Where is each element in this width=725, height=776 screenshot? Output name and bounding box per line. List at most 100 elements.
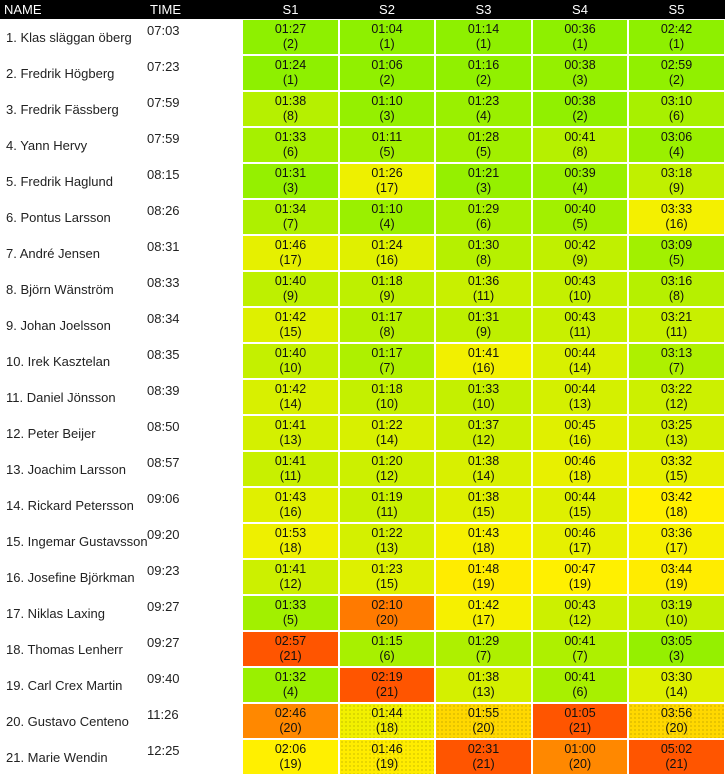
stage-rank: (14) (279, 397, 302, 411)
stage-time: 01:41 (274, 418, 307, 432)
stage-cell-s1: 01:33 (5) (242, 595, 339, 631)
stage-time: 03:16 (660, 274, 693, 288)
stage-cell-s2: 01:24 (16) (339, 235, 435, 271)
stage-cell-s4: 00:43 (10) (532, 271, 628, 307)
driver-name: 14. Rickard Petersson (6, 497, 134, 513)
stage-cell-s5: 03:36 (17) (628, 523, 725, 559)
stage-cell-s4: 01:00 (20) (532, 739, 628, 775)
stage-time: 01:04 (371, 22, 403, 36)
stage-time: 03:30 (660, 670, 693, 684)
stage-rank: (21) (472, 757, 495, 771)
driver-name: 7. André Jensen (6, 245, 100, 261)
stage-time: 01:43 (274, 490, 307, 504)
column-header-s4[interactable]: S4 (532, 0, 628, 19)
total-time: 07:03 (147, 23, 180, 38)
total-time: 08:34 (147, 311, 180, 326)
stage-time: 02:31 (467, 742, 500, 756)
stage-time: 01:48 (467, 562, 500, 576)
table-row: 1. Klas släggan öberg 07:03 01:27 (2) 01:04(… (0, 19, 725, 55)
stage-time: 01:44 (371, 706, 403, 720)
stage-cell-s1: 01:32 (4) (242, 667, 339, 703)
stage-time: 01:55 (467, 706, 500, 720)
stage-cell-s3: 01:28 (5) (435, 127, 532, 163)
stage-rank: (13) (665, 433, 688, 447)
stage-time: 01:37 (467, 418, 500, 432)
total-time: 07:23 (147, 59, 180, 74)
stage-cell-s3: 01:41 (16) (435, 343, 532, 379)
stage-time: 01:22 (371, 526, 403, 540)
stage-rank: (11) (665, 325, 688, 339)
driver-name: 18. Thomas Lenherr (6, 641, 123, 657)
table-row: 5. Fredrik Haglund 08:15 01:31 (3) 01:26 (17)… (0, 163, 725, 199)
stage-time: 01:17 (371, 310, 403, 324)
stage-rank: (21) (568, 721, 592, 735)
stage-cell-s2: 01:11 (5) (339, 127, 435, 163)
stage-rank: (7) (379, 361, 395, 375)
stage-rank: (11) (569, 325, 591, 339)
stage-cell-s5: 03:44 (19) (628, 559, 725, 595)
stage-cell-s1: 01:42 (15) (242, 307, 339, 343)
stage-rank: (7) (668, 361, 685, 375)
stage-cell-s3: 01:48 (19) (435, 559, 532, 595)
stage-rank: (3) (572, 73, 588, 87)
stage-rank: (14) (665, 685, 688, 699)
stage-time: 03:05 (660, 634, 693, 648)
stage-time: 01:00 (564, 742, 596, 756)
column-header-s2[interactable]: S2 (339, 0, 435, 19)
stage-time: 00:44 (564, 382, 596, 396)
stage-rank: (19) (472, 577, 495, 591)
stage-cell-s2: 01:44 (18) (339, 703, 435, 739)
stage-time: 01:26 (371, 166, 403, 180)
driver-name: 15. Ingemar Gustavsson (6, 533, 148, 549)
driver-name: 6. Pontus Larsson (6, 209, 111, 225)
total-time: 08:35 (147, 347, 180, 362)
stage-rank: (13) (472, 685, 495, 699)
stage-time: 02:46 (274, 706, 307, 720)
stage-rank: (2) (282, 37, 299, 51)
total-time: 08:31 (147, 239, 180, 254)
driver-name: 3. Fredrik Fässberg (6, 101, 119, 117)
total-time: 12:25 (147, 743, 180, 758)
stage-rank: (7) (475, 649, 492, 663)
stage-cell-s1: 01:33 (6) (242, 127, 339, 163)
table-row: 9. Johan Joelsson 08:34 01:42 (15) 01:17 (8) 0… (0, 307, 725, 343)
stage-time: 03:33 (660, 202, 693, 216)
stage-cell-s4: 00:44 (14) (532, 343, 628, 379)
stage-cell-s1: 01:53 (18) (242, 523, 339, 559)
stage-time: 01:11 (371, 130, 403, 144)
stage-time: 01:33 (467, 382, 500, 396)
stage-rank: (15) (568, 505, 592, 519)
stage-rank: (15) (375, 577, 399, 591)
column-header-time[interactable]: TIME (146, 0, 242, 19)
table-row: 20. Gustavo Centeno 11:26 02:46 (20) 01:44 (1… (0, 703, 725, 739)
driver-name: 1. Klas släggan öberg (6, 29, 132, 45)
table-row: 10. Irek Kasztelan 08:35 01:40 (10) 01:17 (7)… (0, 343, 725, 379)
stage-rank: (8) (668, 289, 685, 303)
stage-rank: (3) (379, 109, 395, 123)
stage-time: 01:18 (371, 274, 403, 288)
stage-time: 00:45 (564, 418, 596, 432)
stage-cell-s3: 01:38 (13) (435, 667, 532, 703)
stage-rank: (4) (282, 685, 299, 699)
table-row: 7. André Jensen 08:31 01:46 (17) 01:24 (16) 01… (0, 235, 725, 271)
stage-time: 00:44 (564, 490, 596, 504)
stage-time: 01:29 (467, 634, 500, 648)
stage-cell-s2: 01:18 (10) (339, 379, 435, 415)
stage-rank: (5) (475, 145, 492, 159)
stage-time: 01:21 (467, 166, 500, 180)
stage-rank: (15) (472, 505, 495, 519)
stage-cell-s1: 02:46 (20) (242, 703, 339, 739)
stage-cell-s5: 03:06 (4) (628, 127, 725, 163)
stage-rank: (7) (572, 649, 588, 663)
column-header-s1[interactable]: S1 (242, 0, 339, 19)
column-header-s5[interactable]: S5 (628, 0, 725, 19)
stage-time: 03:44 (660, 562, 693, 576)
column-header-s3[interactable]: S3 (435, 0, 532, 19)
stage-time: 01:46 (371, 742, 403, 756)
column-header-name[interactable]: NAME (0, 0, 146, 19)
stage-rank: (13) (279, 433, 302, 447)
table-row: 3. Fredrik Fässberg 07:59 01:38 (8) 01:10 (3)… (0, 91, 725, 127)
stage-cell-s2: 01:15 (6) (339, 631, 435, 667)
stage-rank: (13) (375, 541, 399, 555)
stage-rank: (4) (572, 181, 588, 195)
